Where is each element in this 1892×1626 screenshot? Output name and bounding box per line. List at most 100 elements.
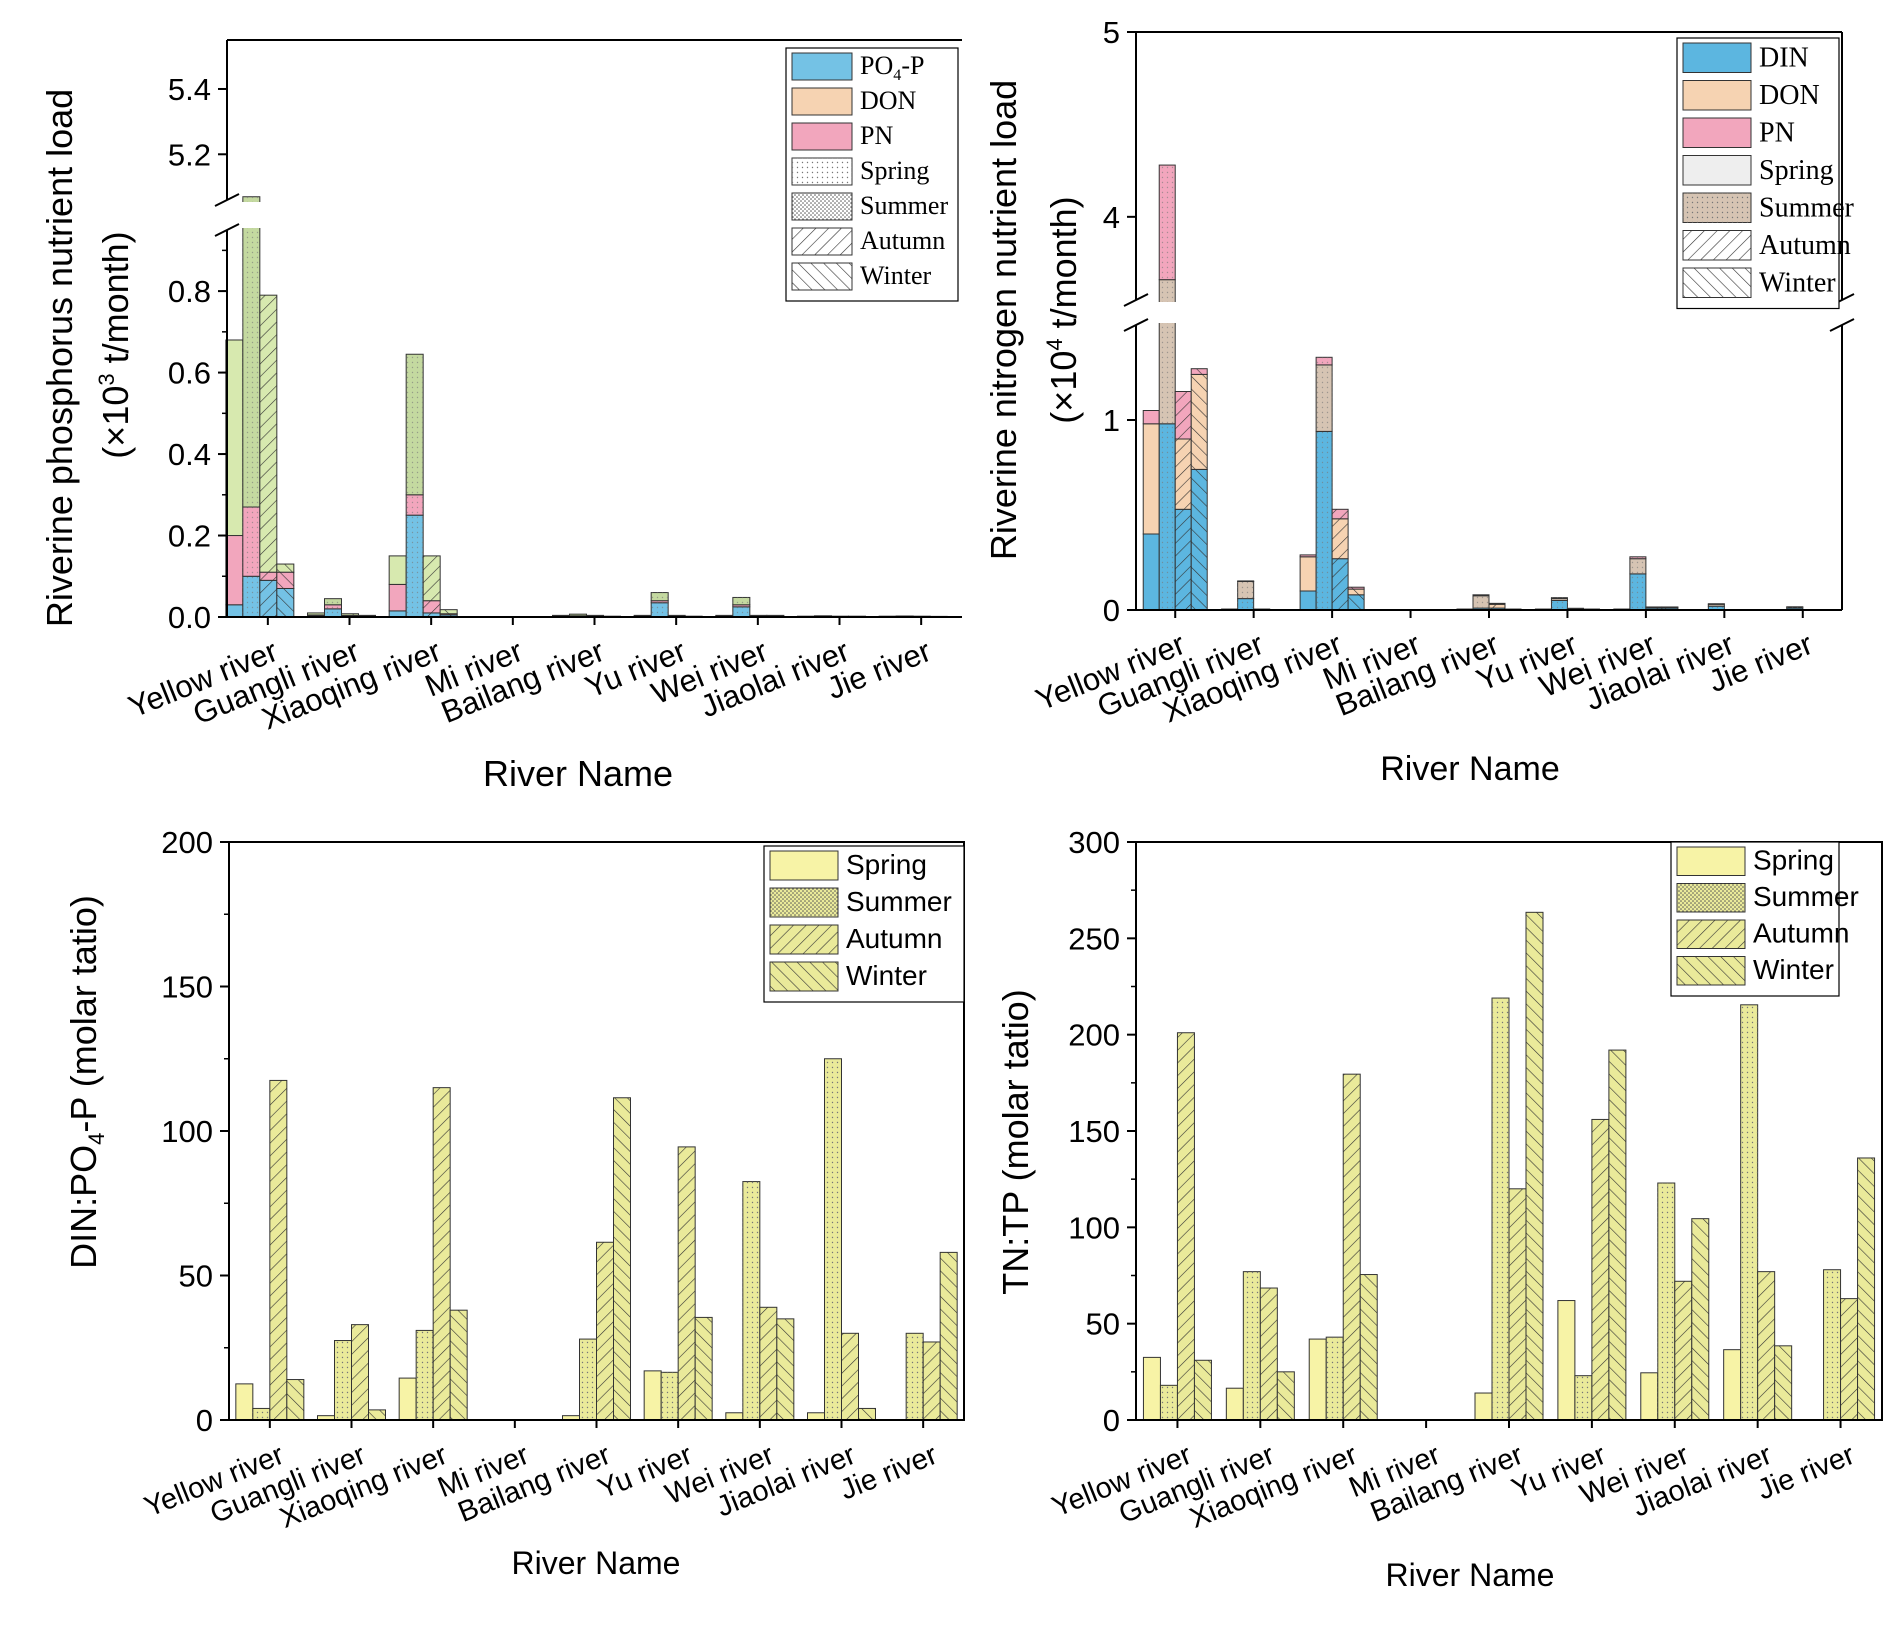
nitrogen-legend-label-din: DIN (1759, 43, 1809, 74)
phosphorus-bar-guangli-river-spring-don (307, 612, 325, 616)
tn-tp-bar-bailang-river-autumn-hatch (1509, 1188, 1526, 1420)
nitrogen-bar-wei-river-summer-din-texture (1629, 573, 1646, 610)
din-po4-bar-bailang-river-summer-texture (579, 1339, 597, 1420)
nitrogen-bar-jiaolai-river-summer-pn-texture (1708, 603, 1725, 605)
nitrogen-y-tick-label: 4 (1103, 200, 1120, 235)
nitrogen-legend-swatch-pn (1682, 117, 1752, 148)
phosphorus-legend-swatch-pattern-summer (792, 193, 852, 220)
din-po4-bar-jie-river-summer-texture (906, 1333, 924, 1420)
tn-tp-bar-jiaolai-river-summer-texture (1740, 1004, 1758, 1420)
phosphorus-bar-xiaoqing-river-winter-don-hatch (440, 609, 458, 614)
nitrogen-bar-xiaoqing-river-spring-pn (1299, 554, 1317, 558)
nitrogen-bar-xiaoqing-river-winter-don-hatch (1348, 589, 1365, 595)
tn-tp-legend-label-summer: Summer (1753, 881, 1859, 912)
nitrogen-y-tick-label: 0 (1103, 593, 1120, 628)
tn-tp-bar-guangli-river-autumn-hatch (1260, 1288, 1278, 1420)
phosphorus-y-tick-label: 5.4 (168, 72, 211, 107)
din-po4-bar-jiaolai-river-winter-hatch (858, 1408, 876, 1420)
nitrogen-bar-yellow-river-autumn-don-hatch (1175, 439, 1192, 510)
nitrogen-break-mark-right-lower (1829, 318, 1855, 332)
din-po4-legend-label-winter: Winter (846, 960, 927, 991)
tn-tp-y-axis-title: TN:TP (molar tatio) (995, 989, 1036, 1294)
phosphorus-break-mark-lower (214, 223, 240, 237)
din-po4-y-tick-label: 0 (196, 1403, 213, 1438)
tn-tp-y-tick-label: 250 (1068, 921, 1120, 956)
din-po4-y-tick-label: 100 (161, 1114, 213, 1149)
din-po4-legend-swatch-pattern-autumn (770, 925, 838, 954)
nitrogen-bar-guangli-river-summer-din-texture (1237, 598, 1254, 610)
din-po4-bar-bailang-river-autumn-hatch (596, 1242, 614, 1420)
nitrogen-bar-xiaoqing-river-autumn-din-hatch (1332, 558, 1349, 610)
phosphorus-y-tick-label: 0.4 (168, 437, 211, 472)
tn-tp-legend-swatch-pattern-autumn (1677, 920, 1745, 949)
tn-tp-y-tick-label: 100 (1068, 1210, 1120, 1245)
phosphorus-bar-xiaoqing-river-spring-don (388, 555, 407, 585)
nitrogen-legend-swatch-din (1682, 42, 1752, 73)
phosphorus-legend-swatch-pattern-winter (792, 263, 852, 290)
nitrogen-bar-xiaoqing-river-summer-pn-texture (1316, 357, 1333, 365)
phosphorus-legend-label-don: DON (860, 86, 917, 115)
phosphorus-bar-xiaoqing-river-winter-po4-p-hatch (440, 614, 458, 617)
phosphorus-legend-label-po4-p: PO4-P (860, 51, 924, 84)
phosphorus-bar-yellow-river-autumn-don-hatch (259, 295, 277, 573)
din-po4-bar-guangli-river-summer-texture (334, 1340, 352, 1420)
tn-tp-x-axis-title: River Name (1386, 1557, 1555, 1593)
nitrogen-bar-yellow-river-summer-din-texture (1159, 423, 1176, 610)
tn-tp-bar-guangli-river-spring (1225, 1387, 1244, 1421)
nitrogen-bar-xiaoqing-river-summer-din-texture (1316, 431, 1333, 610)
din-po4-legend-swatch-spring (769, 850, 839, 881)
nitrogen-bar-guangli-river-summer-don-texture (1237, 581, 1254, 599)
phosphorus-bar-xiaoqing-river-winter-pn-hatch (440, 613, 458, 615)
din-po4-y-axis-title: DIN:PO4-P (molar tatio) (63, 895, 109, 1269)
tn-tp-bar-xiaoqing-river-spring (1308, 1338, 1327, 1421)
nitrogen-bar-yu-river-summer-pn-texture (1551, 597, 1568, 599)
phosphorus-bar-yellow-river-summer-pn-texture (242, 507, 260, 577)
phosphorus-legend-label-autumn: Autumn (860, 226, 945, 255)
nitrogen-legend-label-spring: Spring (1759, 155, 1834, 186)
nitrogen-legend-label-winter: Winter (1759, 268, 1836, 299)
phosphorus-bar-yu-river-summer-po4-p-texture (651, 602, 669, 617)
nitrogen-bar-bailang-river-summer-don-texture (1473, 595, 1489, 609)
nitrogen-bar-bailang-river-summer-pn-texture (1473, 594, 1489, 596)
phosphorus-bar-wei-river-summer-don-texture (732, 597, 750, 605)
phosphorus-bar-guangli-river-winter-don-hatch (358, 615, 376, 617)
nitrogen-bar-yellow-river-summer-don-texture (1159, 279, 1176, 424)
tn-tp-bar-jiaolai-river-spring (1723, 1349, 1742, 1421)
phosphorus-bar-yellow-river-winter-don-hatch (276, 564, 294, 573)
nitrogen-legend-swatch-pattern-winter (1683, 268, 1751, 298)
phosphorus-bar-yellow-river-autumn-pn-hatch (259, 572, 277, 581)
din-po4-bar-yu-river-autumn-hatch (678, 1146, 696, 1420)
tn-tp-legend-swatch-pattern-summer (1677, 883, 1745, 912)
phosphorus-legend-label-winter: Winter (860, 261, 931, 290)
din-po4-bar-guangli-river-winter-hatch (368, 1409, 386, 1420)
phosphorus-bar-yellow-river-winter-po4-p-hatch (276, 588, 294, 617)
din-po4-y-tick-label: 150 (161, 970, 213, 1005)
nitrogen-bar-xiaoqing-river-autumn-don-hatch (1332, 518, 1349, 559)
tn-tp-legend-label-autumn: Autumn (1753, 918, 1850, 949)
nitrogen-y-tick-label: 1 (1103, 403, 1120, 438)
phosphorus-bar-xiaoqing-river-autumn-po4-p-hatch (423, 612, 441, 617)
din-po4-bar-yellow-river-winter-hatch (286, 1379, 304, 1420)
nitrogen-legend-swatch-pattern-autumn (1683, 230, 1751, 260)
phosphorus-legend-swatch-pn (791, 122, 853, 151)
tn-tp-bar-bailang-river-spring (1474, 1392, 1493, 1421)
din-po4-bar-guangli-river-autumn-hatch (351, 1324, 369, 1420)
phosphorus-bar-wei-river-winter-don-hatch (766, 615, 784, 617)
tn-tp-bar-wei-river-autumn-hatch (1674, 1281, 1692, 1420)
nitrogen-bar-bailang-river-autumn-don-hatch (1489, 604, 1505, 609)
nitrogen-bar-yellow-river-winter-din-hatch (1191, 469, 1208, 610)
nitrogen-load-chart: Riverine nitrogen nutrient load (×104 t/… (983, 15, 1855, 788)
phosphorus-y-tick-label: 5.2 (168, 137, 211, 172)
phosphorus-y-tick-label: 0.2 (168, 519, 211, 554)
nitrogen-bar-xiaoqing-river-summer-don-texture (1316, 364, 1333, 432)
tn-tp-bar-yellow-river-autumn-hatch (1177, 1032, 1195, 1420)
phosphorus-bar-guangli-river-summer-po4-p-texture (324, 608, 342, 617)
tn-tp-bar-yu-river-summer-texture (1574, 1375, 1592, 1420)
nitrogen-y-axis-title: Riverine nitrogen nutrient load (983, 80, 1024, 560)
din-po4-bar-yellow-river-spring (235, 1383, 254, 1421)
tn-tp-bar-jie-river-winter-hatch (1857, 1157, 1875, 1420)
din-po4-bar-jiaolai-river-summer-texture (824, 1058, 842, 1420)
phosphorus-bar-yellow-river-spring-don (225, 339, 244, 537)
din-po4-bar-yu-river-summer-texture (661, 1372, 679, 1420)
din-po4-bar-wei-river-spring (725, 1412, 744, 1421)
